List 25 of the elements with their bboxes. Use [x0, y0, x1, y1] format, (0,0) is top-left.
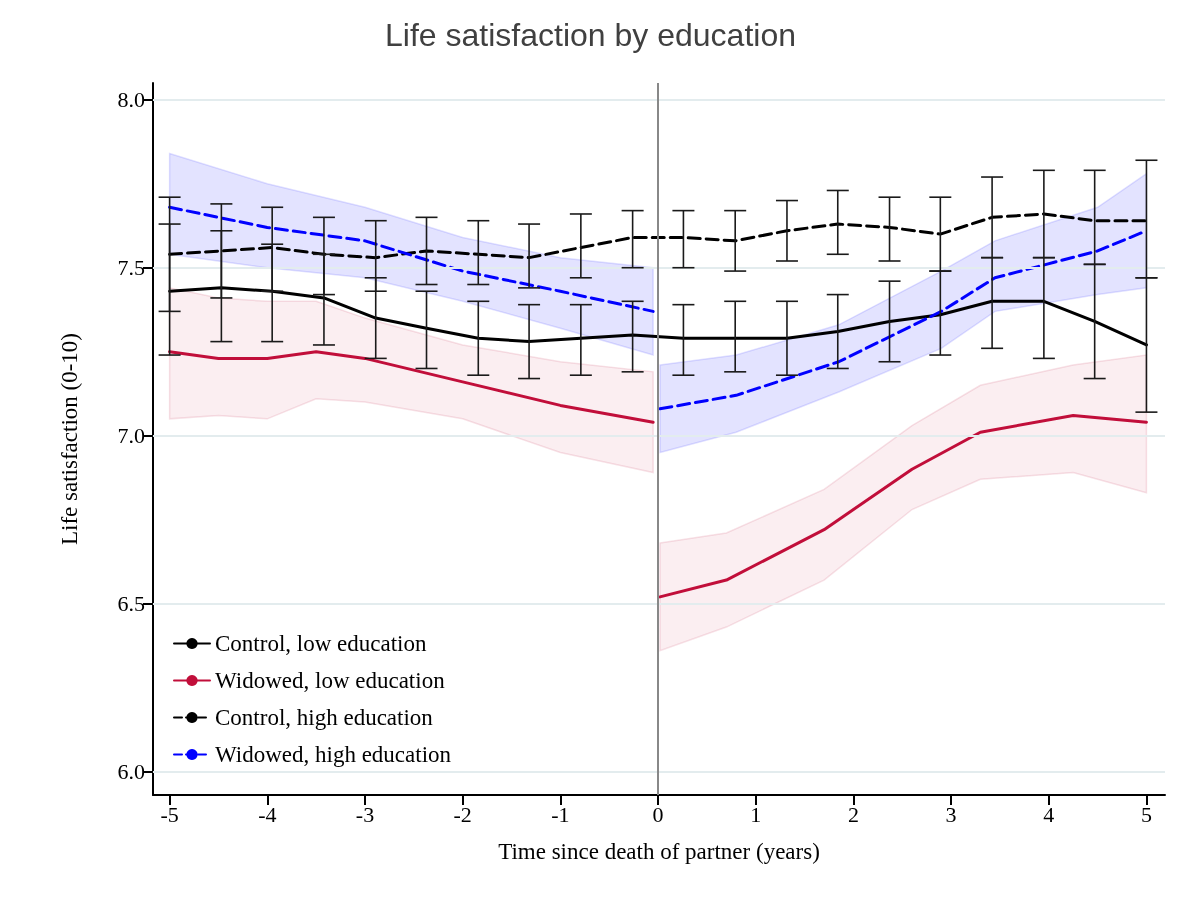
- x-tick-label: -4: [258, 801, 277, 827]
- x-tick-label: 4: [1043, 801, 1055, 827]
- chart-title: Life satisfaction by education: [385, 17, 796, 53]
- y-tick-label: 8.0: [117, 87, 145, 113]
- x-tick-label: 1: [750, 801, 762, 827]
- x-tick-label: -2: [453, 801, 472, 827]
- x-tick-label: -5: [160, 801, 179, 827]
- x-tick-label: 3: [945, 801, 957, 827]
- line-series: [168, 286, 1148, 347]
- y-tick-label: 6.0: [117, 758, 145, 784]
- x-tick-label: -3: [355, 801, 375, 827]
- legend-label: Widowed, low education: [215, 668, 446, 693]
- x-tick-label: 2: [847, 801, 859, 827]
- x-axis-title: Time since death of partner (years): [498, 839, 820, 864]
- y-tick-label: 6.5: [117, 591, 145, 617]
- legend-label: Widowed, high education: [215, 742, 452, 767]
- legend-label: Control, high education: [215, 705, 434, 730]
- legend-label: Control, low education: [215, 631, 427, 656]
- x-tick-label: -1: [551, 801, 570, 827]
- x-tick-label: 0: [652, 801, 664, 827]
- y-tick-label: 7.0: [117, 423, 145, 449]
- y-tick-label: 7.5: [117, 255, 145, 281]
- line-series: [168, 212, 1148, 260]
- x-tick-label: 5: [1140, 801, 1152, 827]
- y-axis-title: Life satisfaction (0-10): [57, 332, 82, 546]
